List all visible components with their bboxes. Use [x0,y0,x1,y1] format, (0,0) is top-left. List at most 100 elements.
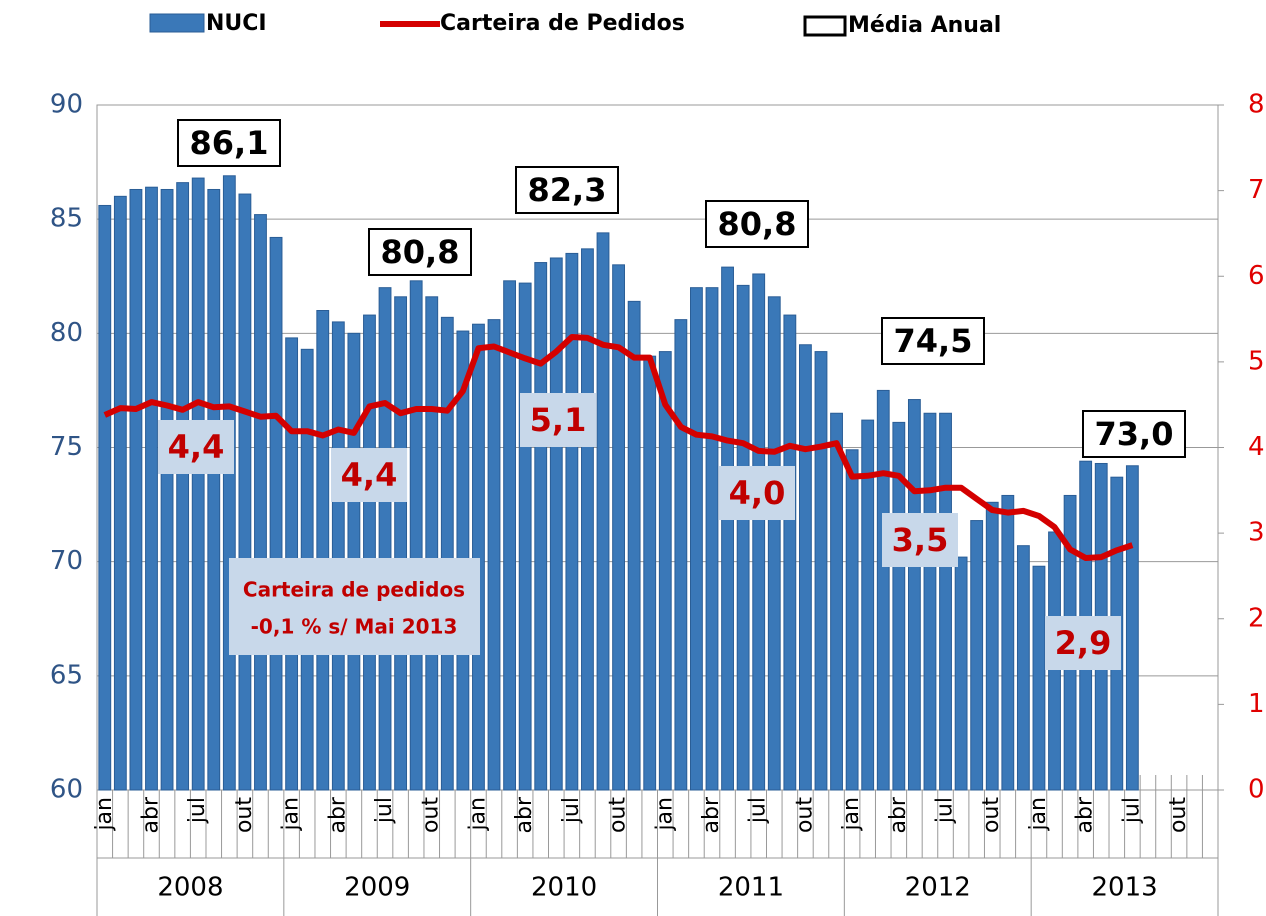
x-tick-label: out [419,797,444,833]
bar [643,355,657,791]
x-tick-label: jan [465,797,490,832]
bar [1016,545,1030,791]
average-box [1082,410,1186,458]
order-book-label: 5,1 [530,401,587,439]
label-box [719,466,795,520]
x-tick-label: jan [652,797,677,832]
bar [207,188,221,791]
bar [923,412,937,791]
bar [721,266,734,791]
bar [378,287,392,791]
bar [658,351,672,791]
bar [518,282,532,791]
bar [331,321,345,791]
x-tick-label: abr [699,796,724,833]
bar [783,314,797,791]
year-label: 2012 [905,873,971,903]
label-box [331,448,407,502]
bar [222,175,236,791]
y-tick-label: 90 [50,90,83,120]
y2-tick-label: 3 [1248,518,1265,548]
bar [472,323,485,791]
bar [503,280,517,791]
order-book-label: 3,5 [892,521,949,559]
bar [627,300,641,791]
bar [191,177,205,791]
label-box [1045,616,1121,670]
average-box [177,119,281,167]
bar [581,248,594,791]
bar [985,501,999,791]
bar [549,257,563,791]
average-label: 80,8 [381,233,460,271]
bar [612,264,625,791]
x-tick-label: jan [92,797,117,832]
x-tick-label: out [979,797,1004,833]
y2-tick-label: 7 [1248,175,1265,205]
x-tick-label: abr [138,796,163,833]
bar [487,319,501,791]
bar [113,195,127,791]
y2-tick-label: 0 [1248,775,1265,805]
bar [363,314,376,791]
legend-swatch [149,13,205,33]
bar [160,188,174,791]
x-tick-label: jul [746,797,771,824]
bar [269,236,283,791]
bar [736,284,750,791]
bar [596,232,610,791]
bar [1001,494,1015,791]
label-box [520,393,596,447]
x-tick-label: jan [279,797,304,832]
bar [861,419,875,791]
bar [954,556,968,791]
bar [1032,565,1046,791]
bar [565,252,579,791]
order-book-label: 2,9 [1055,624,1112,662]
label-box [158,420,234,474]
y2-tick-label: 5 [1248,346,1265,376]
bar [690,287,703,791]
bar [674,319,688,791]
year-label: 2011 [718,873,784,903]
average-box [368,228,472,276]
bar [752,273,766,791]
bar [176,182,190,791]
annotation-text: -0,1 % s/ Mai 2013 [251,615,458,639]
x-tick-label: jul [185,797,210,824]
bar [98,204,112,791]
bar [830,412,843,791]
bar [767,296,781,791]
y2-tick-label: 4 [1248,432,1265,462]
x-tick-label: jul [1119,797,1144,824]
y2-tick-label: 1 [1248,689,1265,719]
legend-swatch [803,15,847,37]
y-tick-label: 60 [50,775,83,805]
bar [1125,465,1139,791]
x-tick-label: out [792,797,817,833]
line [103,334,1134,561]
bar [939,412,952,791]
bar [892,421,906,791]
legend-label: Carteira de Pedidos [440,11,685,36]
y2-tick-label: 8 [1248,90,1265,120]
bar [534,262,548,791]
x-tick-label: jul [559,797,584,824]
x-tick-label: jan [839,797,864,832]
y-tick-label: 65 [50,660,83,690]
bar [845,449,859,791]
label-box [882,513,958,567]
x-tick-label: jan [1026,797,1051,832]
legend-label: Média Anual [848,13,1001,38]
year-label: 2013 [1091,873,1157,903]
average-label: 73,0 [1095,415,1174,453]
y2-tick-label: 2 [1248,603,1265,633]
x-tick-label: abr [512,796,537,833]
x-tick-label: jul [933,797,958,824]
bar [440,316,454,791]
bar [129,188,143,791]
bar [907,399,921,791]
x-tick-label: out [232,797,257,833]
order-book-label: 4,4 [168,428,225,466]
